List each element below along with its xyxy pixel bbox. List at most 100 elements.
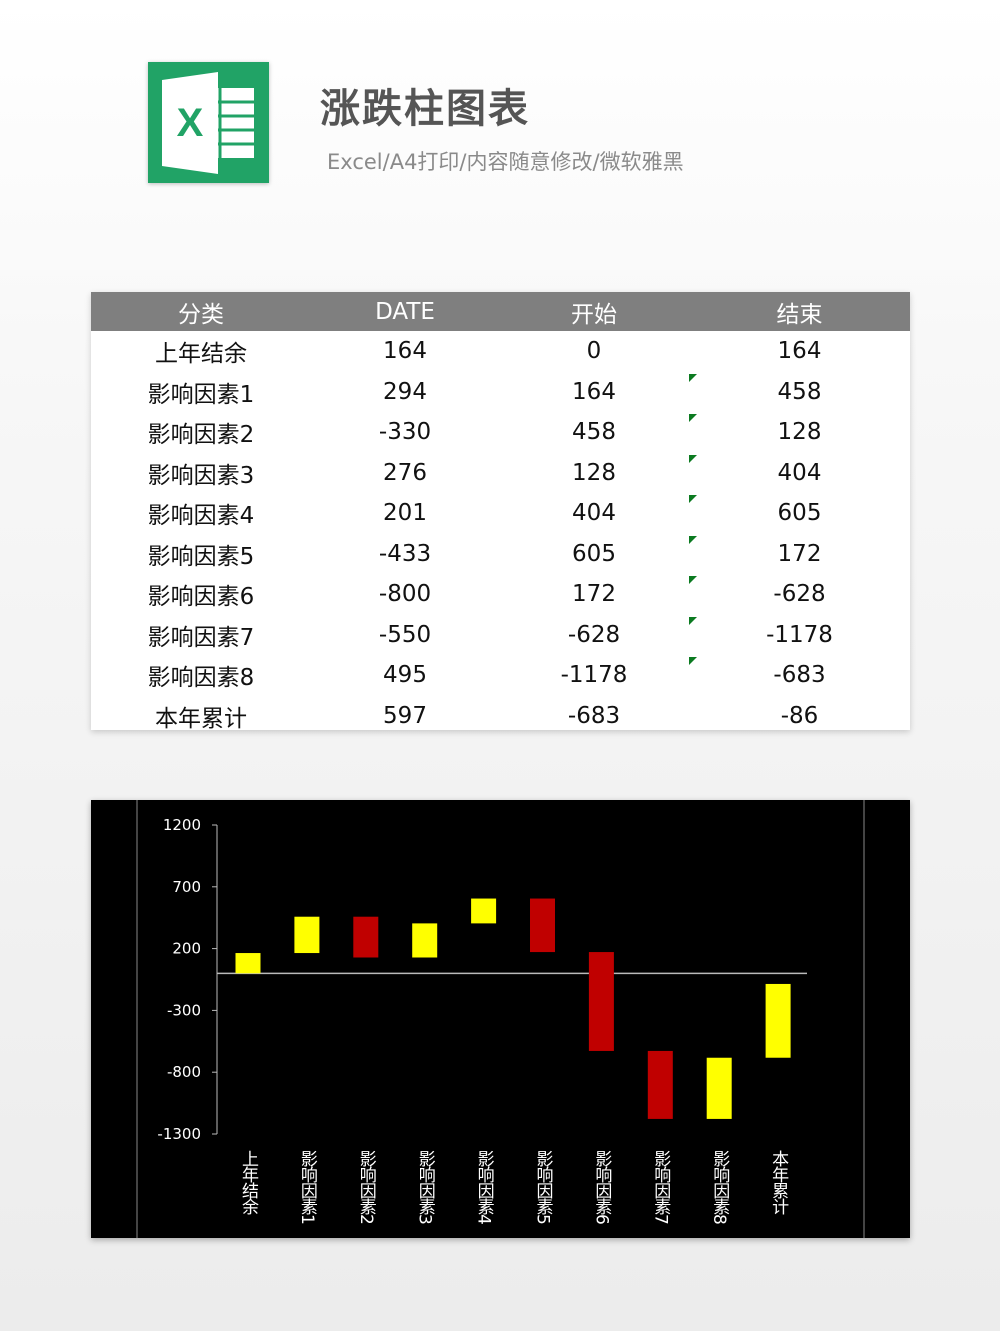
cell-date[interactable]: 201	[311, 493, 499, 534]
error-flag-icon	[689, 454, 697, 463]
x-tick-label: 影响因素6	[591, 1150, 612, 1224]
cell-text: 影响因素4	[147, 503, 255, 530]
cell-category[interactable]: 影响因素5	[91, 534, 311, 575]
cell-date[interactable]: 597	[311, 696, 499, 731]
cell-start[interactable]: 164	[499, 372, 689, 413]
cell-text: -683	[567, 702, 621, 729]
cell-end[interactable]: 172	[689, 534, 910, 575]
cell-text: 404	[777, 459, 822, 486]
cell-category[interactable]: 影响因素3	[91, 453, 311, 494]
error-flag-icon	[689, 414, 697, 422]
bar-1	[235, 953, 261, 974]
waterfall-chart: 1200 700 200 -300 -800 -1300 上年结余 影响因素1 影响因素2 影响因…	[91, 800, 910, 1238]
cell-text: -330	[378, 419, 432, 446]
y-tick-label: 700	[172, 878, 201, 896]
column-header-date: DATE	[311, 292, 499, 331]
cell-end[interactable]: 605	[689, 493, 910, 534]
cell-end[interactable]: 164	[689, 331, 910, 372]
cell-category[interactable]: 影响因素8	[91, 655, 311, 696]
excel-logo-icon: X	[148, 62, 269, 183]
cell-text: 276	[383, 459, 427, 486]
cell-text: 0	[586, 338, 602, 365]
table-row: 影响因素2 -330 458 128	[91, 412, 910, 453]
bar-8	[647, 1050, 673, 1119]
data-table: 分类 DATE 开始 结束 上年结余 164 0 164 影响因素1 294 164 458 影…	[91, 292, 910, 730]
cell-start[interactable]: 172	[499, 574, 689, 615]
y-tick-label: 200	[172, 940, 201, 958]
cell-start[interactable]: -628	[499, 615, 689, 656]
table-row: 影响因素4 201 404 605	[91, 493, 910, 534]
cell-date[interactable]: -800	[311, 574, 499, 615]
x-tick-label: 影响因素8	[709, 1150, 730, 1224]
cell-text: 458	[572, 419, 616, 446]
cell-start[interactable]: 128	[499, 453, 689, 494]
cell-end[interactable]: 128	[689, 412, 910, 453]
table-row: 影响因素8 495 -1178 -683	[91, 655, 910, 696]
column-header-category: 分类	[91, 292, 311, 331]
cell-category[interactable]: 影响因素7	[91, 615, 311, 656]
cell-text: -433	[378, 540, 432, 567]
x-tick-label: 影响因素3	[415, 1150, 436, 1224]
cell-text: 172	[572, 581, 616, 608]
cell-text: 404	[572, 500, 616, 527]
cell-date[interactable]: -433	[311, 534, 499, 575]
cell-end[interactable]: 458	[689, 372, 910, 413]
cell-text: 影响因素6	[147, 584, 255, 611]
y-tick-label: -1300	[157, 1125, 201, 1143]
cell-start[interactable]: -1178	[499, 655, 689, 696]
cell-text: 164	[383, 338, 427, 365]
cell-text: 172	[777, 540, 822, 567]
cell-category[interactable]: 影响因素4	[91, 493, 311, 534]
cell-date[interactable]: -330	[311, 412, 499, 453]
cell-text: -1178	[560, 662, 628, 689]
cell-start[interactable]: 605	[499, 534, 689, 575]
cell-end[interactable]: 404	[689, 453, 910, 494]
bar-5	[471, 898, 497, 924]
bar-6	[530, 898, 555, 953]
cell-end[interactable]: -86	[689, 696, 910, 731]
cell-text: -1178	[766, 621, 833, 648]
bar-7	[588, 952, 614, 1051]
table-row: 影响因素3 276 128 404	[91, 453, 910, 494]
cell-category[interactable]: 影响因素1	[91, 372, 311, 413]
cell-date[interactable]: 294	[311, 372, 499, 413]
cell-start[interactable]: 404	[499, 493, 689, 534]
error-flag-icon	[689, 657, 697, 665]
column-header-start: 开始	[499, 292, 689, 331]
cell-date[interactable]: 495	[311, 655, 499, 696]
cell-text: 294	[383, 378, 427, 405]
cell-category[interactable]: 影响因素2	[91, 412, 311, 453]
x-tick-label: 影响因素7	[650, 1150, 671, 1224]
x-tick-label: 上年结余	[238, 1150, 259, 1216]
cell-date[interactable]: 276	[311, 453, 499, 494]
cell-text: 本年累计	[155, 705, 247, 730]
x-tick-label: 影响因素4	[474, 1150, 495, 1224]
table-row: 影响因素7 -550 -628 -1178	[91, 615, 910, 656]
cell-end[interactable]: -628	[689, 574, 910, 615]
cell-category[interactable]: 上年结余	[91, 331, 311, 372]
error-flag-icon	[689, 576, 697, 584]
cell-text: -628	[773, 581, 826, 608]
cell-text: -550	[378, 621, 432, 648]
y-tick-label: -800	[167, 1063, 201, 1081]
cell-start[interactable]: 458	[499, 412, 689, 453]
table-row: 本年累计 597 -683 -86	[91, 696, 910, 731]
table-row: 影响因素6 -800 172 -628	[91, 574, 910, 615]
x-tick-label: 本年累计	[768, 1150, 789, 1215]
cell-category[interactable]: 本年累计	[91, 696, 311, 730]
cell-end[interactable]: -1178	[689, 615, 910, 656]
bar-10	[765, 983, 791, 1058]
cell-category[interactable]: 影响因素6	[91, 574, 311, 615]
cell-text: 影响因素3	[147, 462, 255, 489]
x-tick-label: 影响因素2	[356, 1150, 377, 1224]
cell-date[interactable]: 164	[311, 331, 499, 372]
cell-text: 影响因素7	[147, 624, 255, 651]
cell-date[interactable]: -550	[311, 615, 499, 656]
cell-text: 128	[572, 459, 616, 486]
cell-text: 影响因素8	[147, 665, 255, 692]
cell-start[interactable]: -683	[499, 696, 689, 731]
cell-end[interactable]: -683	[689, 655, 910, 696]
cell-text: 164	[572, 378, 616, 405]
cell-text: 605	[572, 540, 616, 567]
cell-start[interactable]: 0	[499, 331, 689, 372]
